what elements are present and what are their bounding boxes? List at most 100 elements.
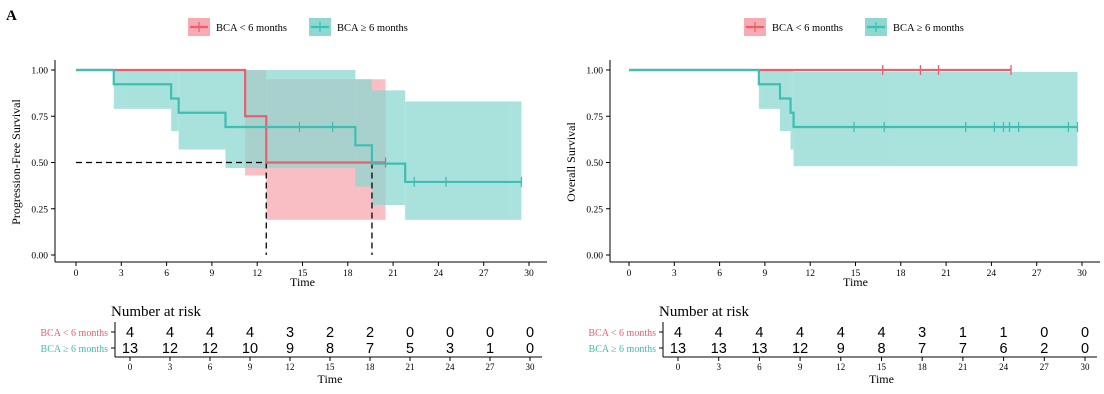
y-tick-label: 1.00 — [31, 67, 48, 77]
risk-count: 1 — [1000, 325, 1008, 341]
risk-x-axis-title: Time — [318, 372, 343, 386]
risk-count: 4 — [755, 325, 763, 341]
risk-count: 2 — [366, 325, 374, 341]
x-tick-label: 0 — [627, 269, 632, 279]
risk-count: 5 — [406, 341, 414, 357]
ci-band-segment — [790, 70, 794, 150]
risk-x-tick-label: 30 — [1081, 362, 1091, 372]
risk-x-tick-label: 21 — [406, 362, 415, 372]
risk-count: 0 — [526, 325, 534, 341]
ci-band-ge6 — [758, 70, 1078, 167]
x-tick-label: 15 — [298, 269, 308, 279]
y-tick-label: 0.00 — [586, 252, 603, 262]
y-tick-label: 1.00 — [586, 67, 603, 77]
y-tick-label: 0.25 — [31, 205, 48, 215]
x-tick-label: 27 — [479, 269, 489, 279]
risk-row-label-lt6: BCA < 6 months — [588, 328, 656, 339]
legend-label-ge6: BCA ≥ 6 months — [337, 23, 408, 34]
x-tick-label: 12 — [252, 269, 262, 279]
x-tick-label: 18 — [896, 269, 906, 279]
km-panel-1: BCA < 6 months BCA ≥ 6 months 0.00 0.25 0.50… — [9, 18, 547, 386]
survival-curve-ge6 — [76, 68, 522, 184]
risk-x-tick-label: 15 — [877, 362, 887, 372]
risk-count: 0 — [1040, 325, 1048, 341]
risk-count: 4 — [837, 325, 845, 341]
risk-x-tick-label: 27 — [486, 362, 496, 372]
x-tick-label: 24 — [434, 269, 444, 279]
x-tick-label: 30 — [524, 269, 534, 279]
risk-count: 4 — [796, 325, 804, 341]
risk-x-tick-label: 24 — [446, 362, 456, 372]
risk-x-tick-label: 3 — [716, 362, 721, 372]
risk-count: 0 — [406, 325, 414, 341]
risk-count: 13 — [122, 341, 138, 357]
km-panel-2: BCA < 6 months BCA ≥ 6 months 0.00 0.25 0.50… — [564, 18, 1100, 386]
risk-count: 2 — [326, 325, 334, 341]
y-tick-label: 0.25 — [586, 205, 603, 215]
risk-x-tick-label: 3 — [168, 362, 173, 372]
y-tick-label: 0.50 — [586, 159, 603, 169]
risk-count: 4 — [206, 325, 214, 341]
risk-count: 0 — [1081, 325, 1089, 341]
y-tick-label: 0.50 — [31, 159, 48, 169]
risk-x-tick-label: 9 — [248, 362, 253, 372]
x-tick-label: 12 — [805, 269, 815, 279]
risk-count: 12 — [202, 341, 218, 357]
legend: BCA < 6 months BCA ≥ 6 months — [744, 18, 964, 36]
risk-count: 1 — [959, 325, 967, 341]
risk-count: 4 — [166, 325, 174, 341]
y-tick-label: 0.00 — [31, 252, 48, 262]
risk-x-tick-label: 6 — [208, 362, 213, 372]
risk-count: 3 — [918, 325, 926, 341]
x-axis-title: Time — [843, 275, 868, 289]
x-tick-label: 24 — [987, 269, 997, 279]
survival-curve-ge6 — [629, 68, 1078, 129]
risk-count: 12 — [162, 341, 178, 357]
y-tick-label: 0.75 — [586, 113, 603, 123]
risk-x-tick-label: 12 — [286, 362, 295, 372]
risk-x-tick-label: 24 — [999, 362, 1009, 372]
risk-count: 7 — [918, 341, 926, 357]
ci-band-segment — [355, 79, 372, 187]
risk-count: 0 — [446, 325, 454, 341]
risk-count: 0 — [486, 325, 494, 341]
x-tick-label: 9 — [210, 269, 215, 279]
x-tick-label: 9 — [763, 269, 768, 279]
risk-count: 3 — [446, 341, 454, 357]
x-tick-label: 3 — [672, 269, 677, 279]
legend-label-lt6: BCA < 6 months — [216, 23, 287, 34]
risk-count: 1 — [486, 341, 494, 357]
risk-count: 13 — [670, 341, 686, 357]
panel-label: A — [6, 8, 17, 24]
risk-count: 0 — [526, 341, 534, 357]
risk-count: 13 — [711, 341, 727, 357]
risk-count: 4 — [715, 325, 723, 341]
ci-band-segment — [178, 70, 226, 150]
ci-band-segment — [793, 71, 1078, 167]
risk-count: 7 — [959, 341, 967, 357]
risk-count: 4 — [674, 325, 682, 341]
risk-x-tick-label: 6 — [757, 362, 762, 372]
ci-band-segment — [780, 70, 791, 132]
risk-table-title: Number at risk — [659, 304, 749, 320]
legend-label-ge6: BCA ≥ 6 months — [893, 23, 964, 34]
risk-count: 13 — [751, 341, 767, 357]
risk-x-tick-label: 9 — [798, 362, 803, 372]
risk-row-label-lt6: BCA < 6 months — [40, 328, 108, 339]
risk-x-tick-label: 30 — [526, 362, 536, 372]
risk-count: 4 — [246, 325, 254, 341]
risk-count: 9 — [837, 341, 845, 357]
survival-curve-lt6 — [76, 68, 386, 164]
panels: BCA < 6 months BCA ≥ 6 months 0.00 0.25 0.50… — [9, 18, 1100, 386]
risk-row-label-ge6: BCA ≥ 6 months — [589, 344, 657, 355]
risk-x-tick-label: 0 — [128, 362, 133, 372]
x-tick-label: 27 — [1032, 269, 1042, 279]
risk-count: 6 — [1000, 341, 1008, 357]
risk-count: 9 — [286, 341, 294, 357]
risk-row-label-ge6: BCA ≥ 6 months — [41, 344, 109, 355]
risk-count: 8 — [326, 341, 334, 357]
x-tick-label: 30 — [1077, 269, 1087, 279]
ci-band-segment — [405, 101, 522, 220]
